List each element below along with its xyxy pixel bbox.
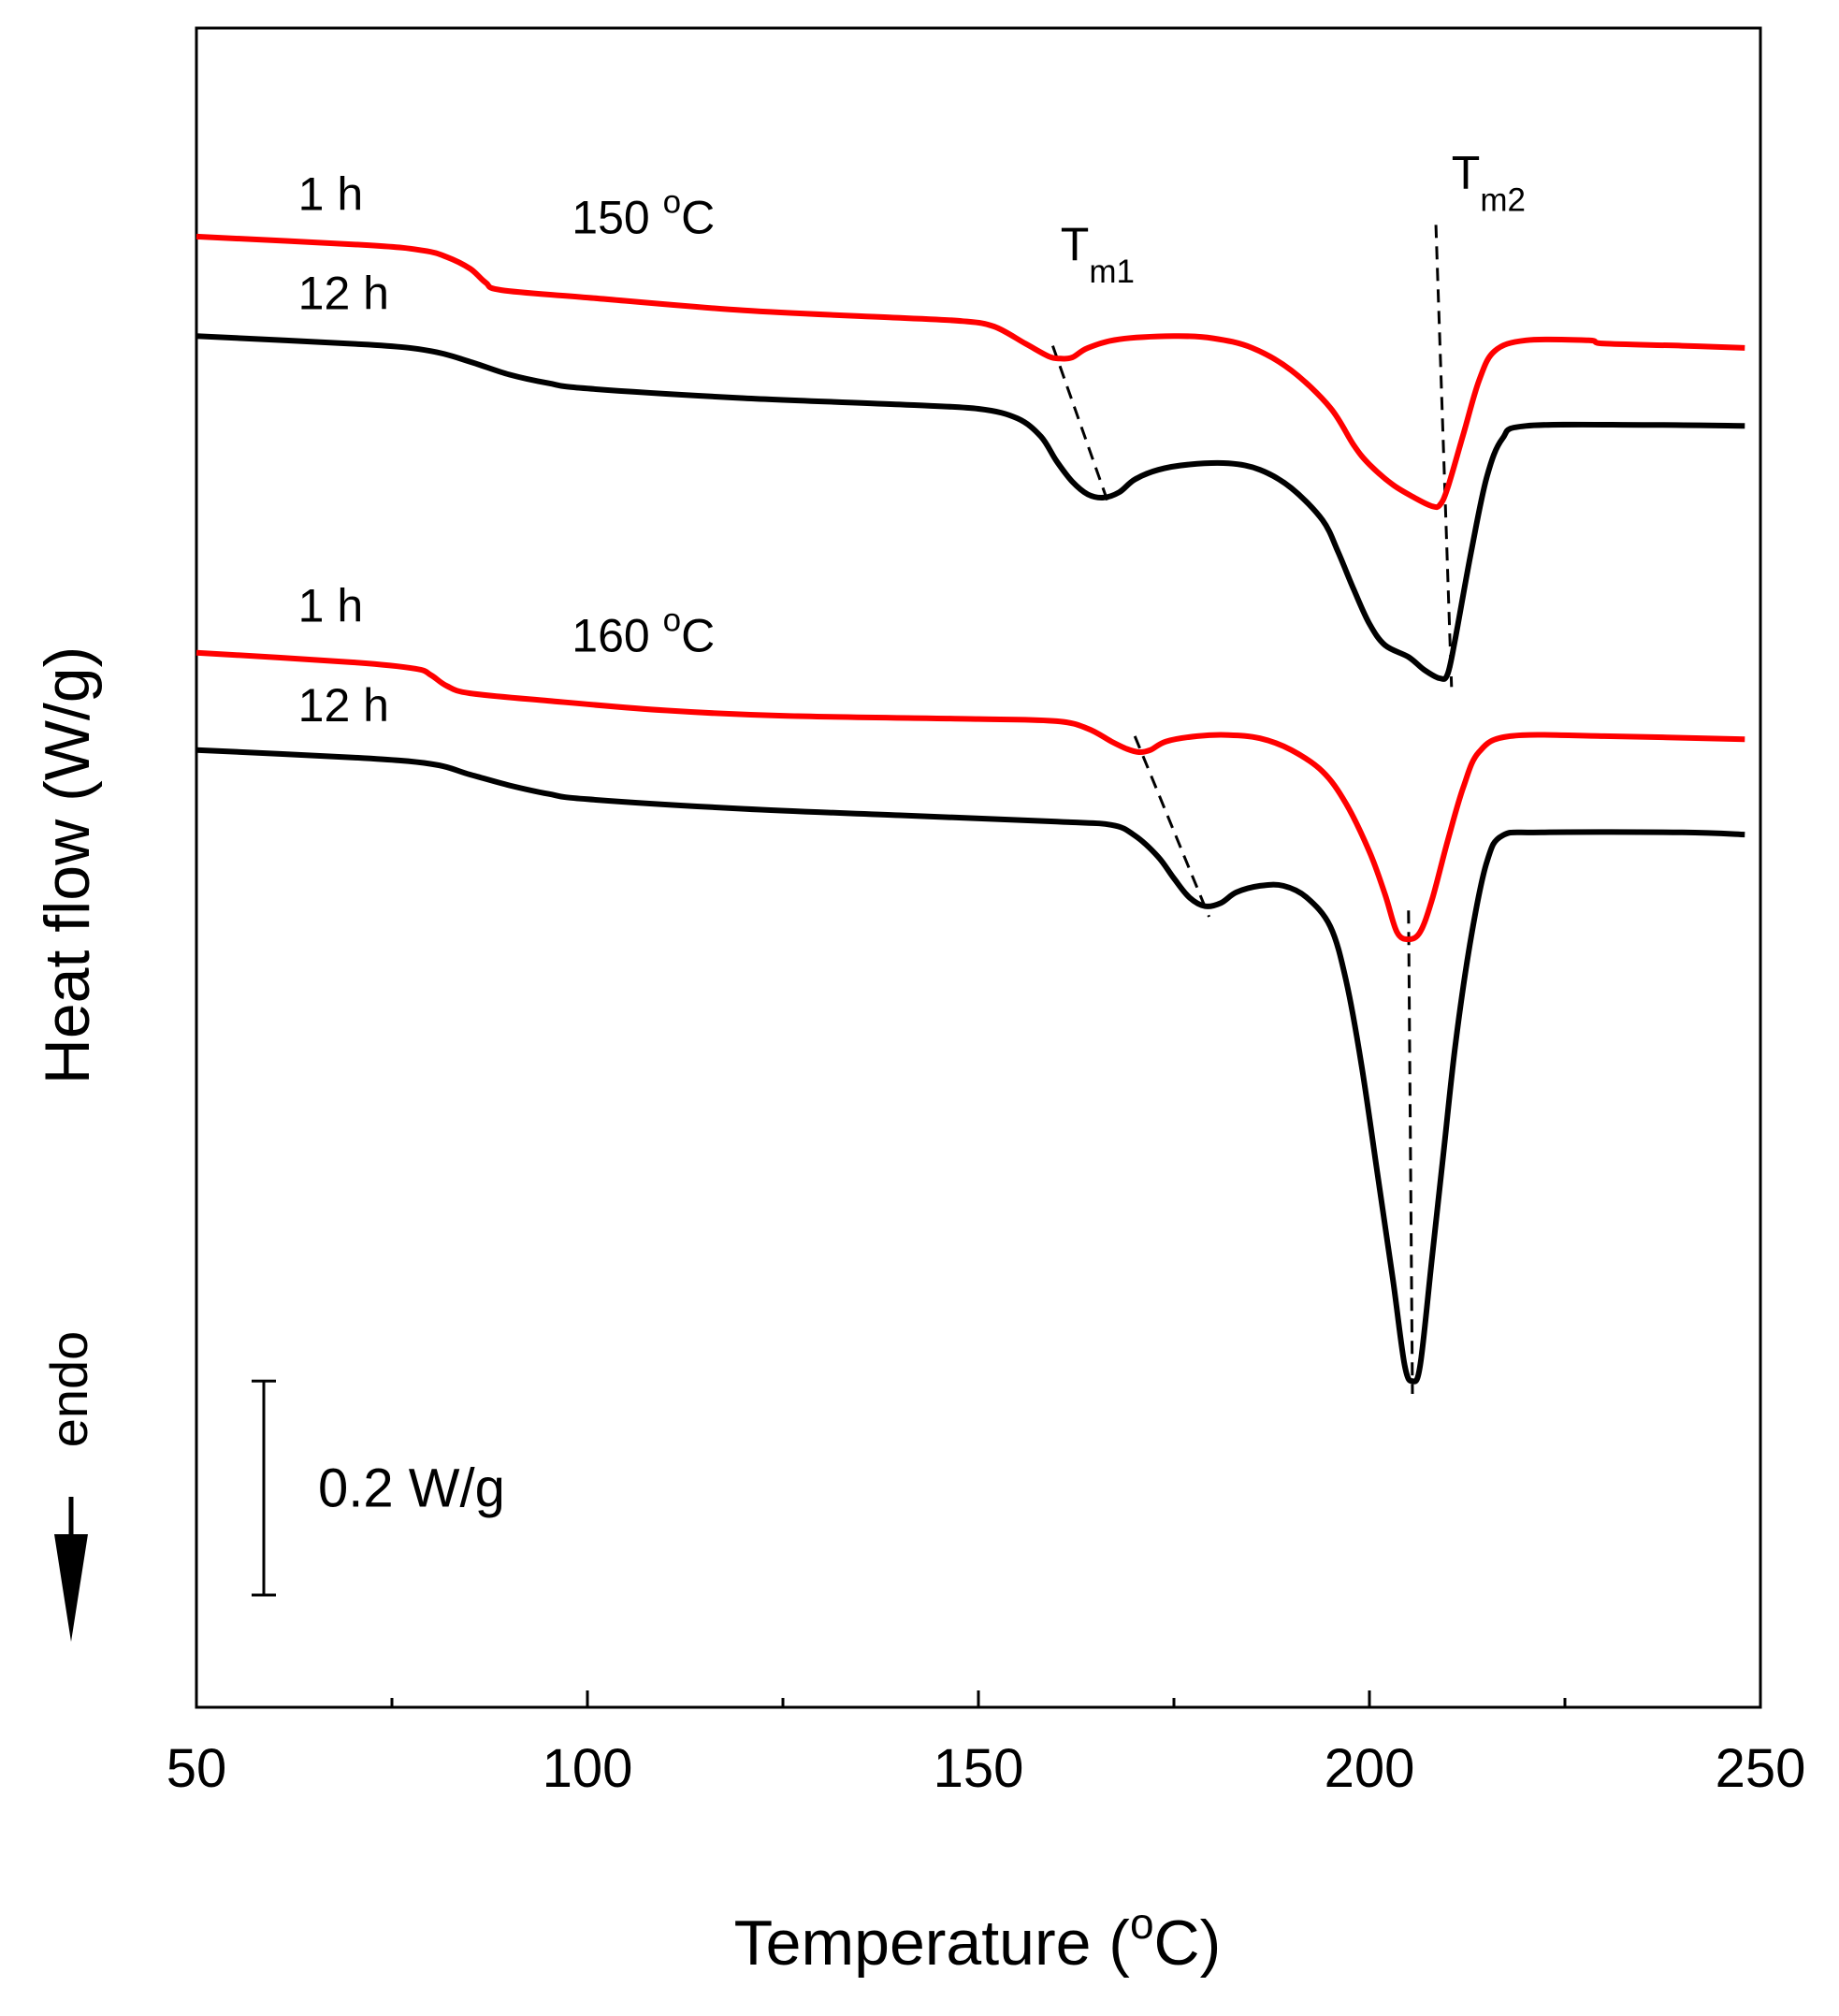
peak-guide-line bbox=[1407, 910, 1414, 1395]
x-tick-label: 150 bbox=[934, 1738, 1024, 1799]
peak-guide-line bbox=[1051, 345, 1109, 501]
x-axis-label: Temperature (oC) bbox=[734, 1899, 1222, 1979]
x-tick-label: 50 bbox=[167, 1738, 227, 1799]
peak-guide-line bbox=[1434, 225, 1454, 688]
label-tm1: Tm1 bbox=[1061, 218, 1135, 290]
label-150C: 150 oC bbox=[572, 184, 715, 244]
endo-indicator: endo bbox=[39, 1331, 98, 1642]
series-line-0 bbox=[195, 233, 1745, 511]
label-1h-150: 1 h bbox=[298, 167, 364, 220]
plot-area-frame bbox=[195, 26, 1762, 1709]
scale-bar-label: 0.2 W/g bbox=[318, 1458, 505, 1519]
series-line-2 bbox=[195, 649, 1745, 943]
label-12h-150: 12 h bbox=[298, 268, 389, 320]
x-tick-label: 100 bbox=[543, 1738, 633, 1799]
label-12h-160: 12 h bbox=[298, 679, 389, 732]
x-tick-label: 200 bbox=[1325, 1738, 1415, 1799]
series-line-3 bbox=[195, 747, 1745, 1385]
endo-arrow-icon bbox=[54, 1534, 88, 1642]
scale-bar: 0.2 W/g bbox=[252, 1379, 505, 1597]
peak-guide-line bbox=[1133, 735, 1211, 918]
endo-label: endo bbox=[39, 1331, 98, 1448]
series-line-1 bbox=[195, 333, 1745, 682]
y-axis-label: Heat flow (W/g) bbox=[32, 646, 103, 1085]
label-tm2: Tm2 bbox=[1452, 146, 1526, 218]
label-1h-160: 1 h bbox=[298, 580, 364, 632]
x-tick-label: 250 bbox=[1716, 1738, 1806, 1799]
label-160C: 160 oC bbox=[572, 602, 715, 662]
